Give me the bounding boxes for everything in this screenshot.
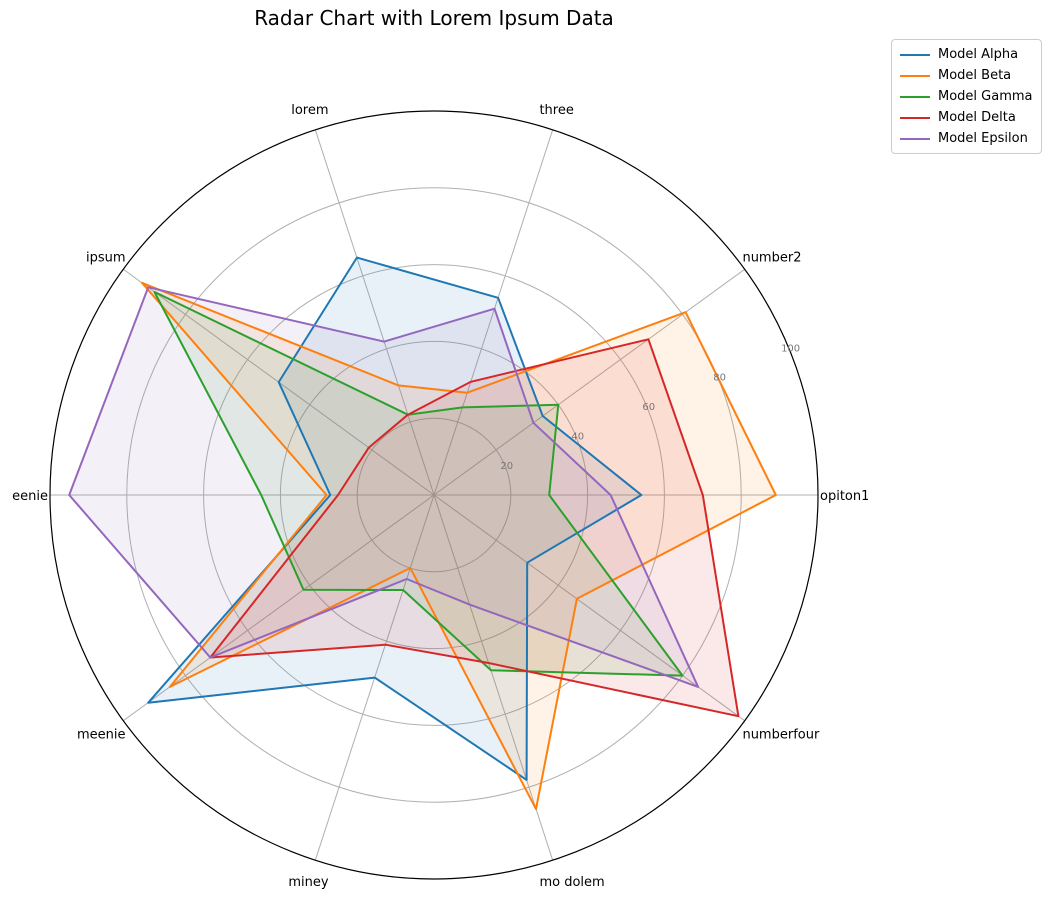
axis-label-0: opiton1: [820, 489, 868, 504]
axis-label-3: lorem: [291, 103, 328, 118]
legend-swatch-4: [900, 138, 930, 140]
legend-swatch-1: [900, 75, 930, 77]
legend-item-4: Model Epsilon: [900, 128, 1033, 149]
legend-item-1: Model Beta: [900, 65, 1033, 86]
legend: Model Alpha Model Beta Model Gamma Model De…: [891, 39, 1042, 154]
tick-label-100: 100: [781, 343, 800, 354]
tick-label-20: 20: [500, 461, 513, 472]
legend-label-2: Model Gamma: [938, 89, 1033, 104]
legend-swatch-0: [900, 54, 930, 56]
axis-label-9: numberfour: [742, 728, 820, 743]
legend-swatch-2: [900, 96, 930, 98]
radar-chart: opiton1 number2 three lorem ipsum eenie meenie…: [0, 0, 868, 897]
legend-label-4: Model Epsilon: [938, 131, 1028, 146]
legend-item-3: Model Delta: [900, 107, 1033, 128]
legend-swatch-3: [900, 117, 930, 119]
legend-label-0: Model Alpha: [938, 47, 1018, 62]
axis-label-2: three: [539, 103, 573, 118]
legend-item-0: Model Alpha: [900, 44, 1033, 65]
axis-label-6: meenie: [77, 728, 126, 743]
tick-label-80: 80: [713, 373, 726, 384]
axis-label-1: number2: [742, 250, 801, 265]
axis-label-4: ipsum: [86, 250, 126, 265]
legend-label-3: Model Delta: [938, 110, 1016, 125]
axis-label-7: miney: [288, 875, 329, 890]
legend-item-2: Model Gamma: [900, 86, 1033, 107]
tick-label-60: 60: [642, 402, 655, 413]
axis-label-8: mo dolem: [539, 875, 604, 890]
series-fills: [69, 258, 776, 810]
legend-label-1: Model Beta: [938, 68, 1011, 83]
axis-label-5: eenie: [12, 489, 48, 504]
tick-label-40: 40: [571, 431, 584, 442]
